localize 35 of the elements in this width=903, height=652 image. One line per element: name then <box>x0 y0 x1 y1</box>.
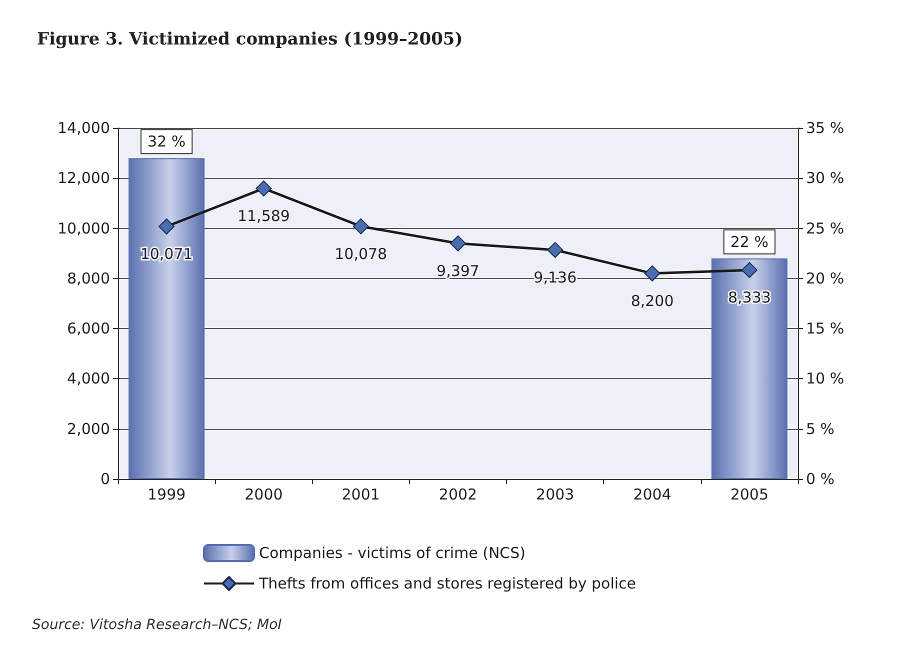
y-tick-label: 8,000 <box>67 269 110 288</box>
source-note: Source: Vitosha Research–NCS; MoI <box>32 617 282 633</box>
y-tick-label: 10,000 <box>58 219 110 238</box>
y2-tick-label: 15 % <box>806 320 844 338</box>
y-tick-label: 4,000 <box>67 370 110 388</box>
legend-label: Thefts from offices and stores registered by police <box>258 574 636 592</box>
y2-tick-label: 5 % <box>806 420 835 438</box>
y2-tick-label: 20 % <box>806 269 844 288</box>
data-label: 10,078 <box>334 244 388 263</box>
x-tick-label: 2004 <box>633 486 672 504</box>
y2-tick-label: 25 % <box>806 219 844 238</box>
x-tick-label: 2001 <box>342 486 380 504</box>
data-label: 11,589 <box>237 206 290 225</box>
data-label: 8,333 <box>728 288 771 307</box>
data-label: 9,397 <box>436 262 480 280</box>
data-label: 32 % <box>148 132 186 151</box>
chart-title: Figure 3. Victimized companies (1999–2005) <box>37 30 463 50</box>
y-tick-label: 6,000 <box>67 320 110 338</box>
data-label: 10,071 <box>140 245 193 264</box>
x-tick-label: 2005 <box>730 486 769 504</box>
y2-tick-label: 35 % <box>806 119 844 137</box>
legend-label: Companies - victims of crime (NCS) <box>259 544 526 562</box>
y-tick-label: 14,000 <box>58 119 110 137</box>
y2-tick-label: 10 % <box>806 370 844 388</box>
x-tick-label: 2003 <box>536 486 574 504</box>
x-tick-label: 1999 <box>147 486 186 504</box>
x-tick-label: 2002 <box>438 486 478 504</box>
y-tick-label: 0 <box>100 470 110 488</box>
data-label: 22 % <box>730 232 768 251</box>
data-label: 8,200 <box>630 292 674 310</box>
y2-tick-label: 30 % <box>806 169 844 188</box>
x-tick-label: 2000 <box>244 486 283 504</box>
y2-tick-label: 0 % <box>806 470 835 488</box>
y-tick-label: 2,000 <box>67 420 110 438</box>
y-tick-label: 12,000 <box>58 169 110 188</box>
